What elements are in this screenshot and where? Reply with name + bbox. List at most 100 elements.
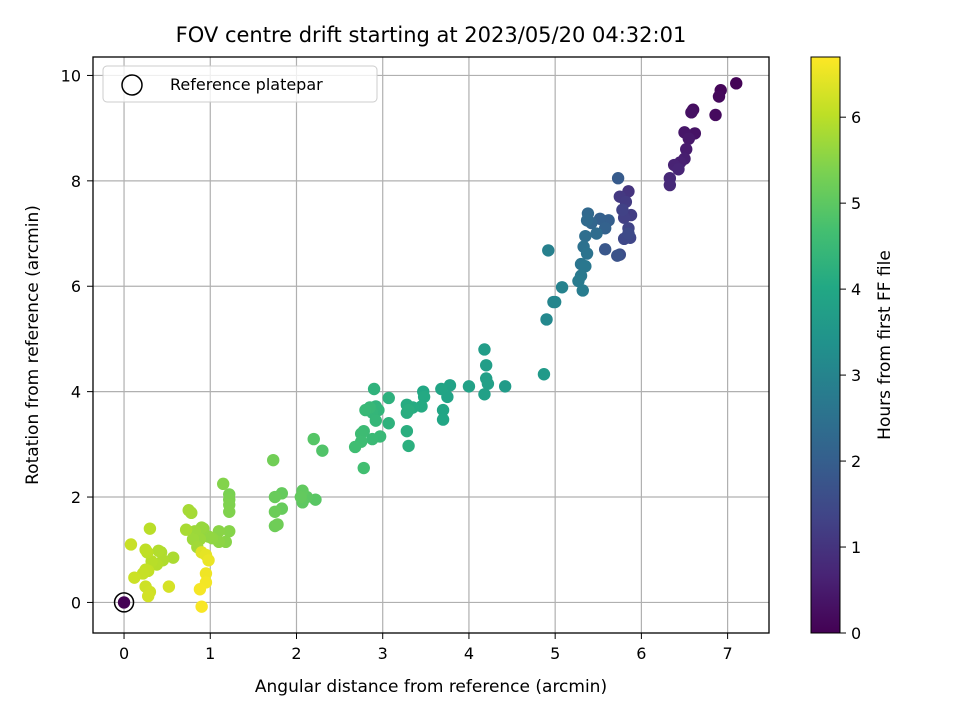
data-point: [402, 439, 415, 453]
data-point: [611, 172, 625, 185]
data-point: [435, 382, 448, 396]
data-point: [548, 295, 562, 309]
legend-box: [102, 65, 378, 103]
y-tick-label: 2: [71, 488, 81, 507]
data-point: [685, 106, 698, 119]
legend: Reference platepar: [102, 65, 378, 103]
data-point: [730, 77, 743, 90]
data-point: [382, 417, 395, 430]
data-point: [400, 424, 414, 438]
scatter-points: [113, 77, 743, 613]
data-point: [436, 403, 450, 417]
data-point: [598, 243, 612, 256]
data-point: [616, 203, 629, 217]
reference-marker: [113, 592, 135, 613]
data-point: [268, 505, 282, 518]
data-point: [542, 244, 555, 257]
data-point: [680, 143, 693, 156]
data-point: [316, 444, 329, 457]
data-point: [417, 390, 431, 404]
y-axis: 0 2 4 6 8 10: [61, 66, 93, 612]
data-point: [611, 249, 624, 262]
x-tick-label: 7: [723, 644, 733, 663]
data-point: [579, 260, 592, 273]
colorbar-tick-label: 3: [851, 366, 861, 385]
data-point: [366, 432, 379, 446]
data-point: [712, 90, 726, 103]
data-point: [267, 453, 280, 467]
data-point: [162, 580, 176, 593]
colorbar-tick-label: 2: [851, 452, 861, 471]
data-point: [202, 554, 215, 567]
data-point: [709, 108, 722, 122]
y-tick-label: 4: [71, 383, 81, 402]
data-point: [193, 583, 207, 596]
data-point: [555, 281, 569, 294]
data-point: [216, 477, 230, 491]
x-axis: 0 1 2 3 4 5 6 7: [119, 633, 733, 663]
data-point: [478, 343, 491, 356]
data-point: [579, 229, 592, 243]
colorbar-tick-label: 0: [851, 624, 861, 643]
x-tick-label: 2: [291, 644, 301, 663]
data-point: [307, 432, 320, 446]
chart-title: FOV centre drift starting at 2023/05/20 …: [176, 23, 687, 47]
legend-marker: [121, 74, 143, 96]
data-point: [223, 505, 236, 518]
y-tick-label: 6: [71, 277, 81, 296]
data-point: [348, 440, 362, 454]
data-point: [537, 368, 551, 381]
data-point: [481, 377, 495, 390]
data-point: [357, 461, 370, 475]
y-tick-label: 8: [71, 172, 81, 191]
x-tick-label: 3: [378, 644, 388, 663]
data-point: [498, 380, 512, 393]
data-point: [128, 571, 141, 584]
data-point: [478, 388, 491, 401]
data-point: [369, 414, 383, 427]
data-point: [117, 596, 131, 609]
x-tick-label: 5: [550, 644, 560, 663]
colorbar: 0 1 2 3 4 5 6 Hours from first FF file: [810, 56, 895, 643]
data-point: [580, 214, 594, 227]
data-point: [367, 382, 381, 396]
data-point: [580, 247, 594, 260]
data-point: [479, 359, 493, 372]
data-point: [382, 391, 395, 405]
data-point: [223, 525, 236, 538]
data-point: [540, 313, 553, 326]
data-point: [436, 413, 450, 426]
colorbar-tick-label: 6: [851, 108, 861, 127]
data-point: [462, 380, 476, 393]
data-point: [682, 132, 696, 145]
x-tick-label: 1: [205, 644, 215, 663]
colorbar-ticks: 0 1 2 3 4 5 6: [840, 108, 861, 643]
y-tick-label: 0: [71, 593, 81, 612]
colorbar-tick-label: 5: [851, 194, 861, 213]
colorbar-tick-label: 1: [851, 538, 861, 557]
colorbar-gradient: [810, 56, 841, 634]
x-axis-label: Angular distance from reference (arcmin): [255, 677, 607, 697]
data-point: [268, 490, 282, 504]
x-tick-label: 4: [464, 644, 474, 663]
data-point: [141, 589, 155, 603]
data-point: [663, 178, 677, 192]
x-tick-label: 6: [636, 644, 646, 663]
data-point: [590, 227, 603, 240]
colorbar-label: Hours from first FF file: [875, 250, 895, 440]
data-point: [672, 163, 685, 176]
data-point: [199, 567, 213, 580]
data-point: [124, 538, 138, 551]
legend-entry-label: Reference platepar: [170, 75, 323, 94]
data-point: [271, 518, 284, 531]
data-point: [402, 403, 415, 417]
x-tick-label: 0: [119, 644, 129, 663]
data-point: [622, 227, 635, 240]
data-point: [182, 504, 195, 517]
data-point: [139, 543, 152, 556]
data-point: [195, 600, 208, 613]
grid: [93, 57, 769, 633]
plot-frame: [92, 56, 770, 634]
data-point: [359, 403, 372, 417]
data-point: [166, 551, 180, 564]
